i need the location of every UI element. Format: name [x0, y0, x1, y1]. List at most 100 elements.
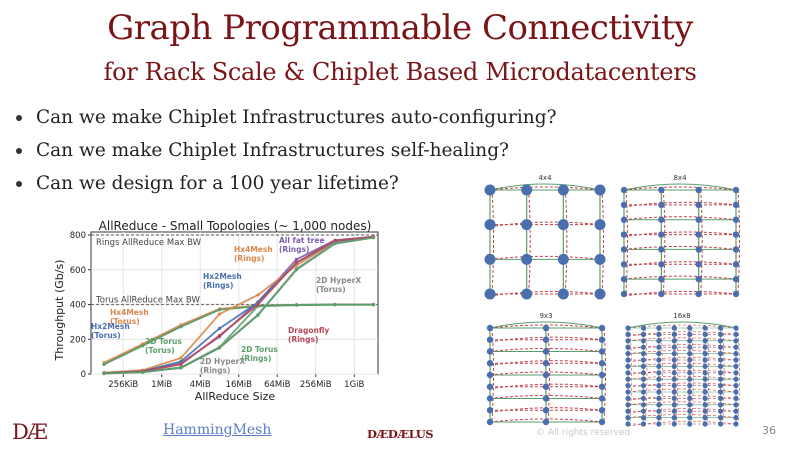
series-annotation: 2D Torus (Rings) — [241, 345, 278, 363]
node-icon — [733, 415, 739, 421]
node-icon — [625, 402, 631, 408]
brand-wordmark: DÆDÆLUS — [367, 427, 434, 441]
node-icon — [656, 357, 662, 363]
node-icon — [656, 376, 662, 382]
node-icon — [695, 231, 702, 238]
slide-subtitle: for Rack Scale & Chiplet Based Microdata… — [103, 58, 697, 86]
node-icon — [557, 288, 569, 300]
node-icon — [521, 288, 533, 300]
node-icon — [733, 344, 739, 350]
topology-panel-4x4: 4x4 — [484, 174, 606, 300]
hammingmesh-link[interactable]: HammingMesh — [163, 422, 272, 438]
node-icon — [594, 219, 606, 231]
node-icon — [732, 231, 740, 238]
node-icon — [625, 389, 631, 395]
node-icon — [542, 348, 550, 355]
node-icon — [557, 219, 569, 231]
node-icon — [687, 408, 693, 414]
node-icon — [542, 418, 550, 426]
node-icon — [658, 216, 665, 223]
node-icon — [671, 376, 677, 382]
node-icon — [625, 325, 631, 331]
node-icon — [542, 395, 550, 402]
node-icon — [733, 395, 739, 401]
series-annotation: Hx4Mesh (Torus) — [110, 308, 149, 326]
node-icon — [598, 371, 606, 379]
x-tick-label: 256MiB — [300, 380, 332, 390]
node-icon — [733, 357, 739, 363]
x-tick-label: 1GiB — [344, 380, 364, 390]
slide-title: Graph Programmable Connectivity — [107, 8, 693, 48]
node-icon — [733, 331, 739, 337]
node-icon — [687, 389, 693, 395]
node-icon — [658, 186, 665, 194]
node-icon — [656, 383, 662, 389]
node-icon — [640, 357, 647, 363]
chart-ylabel: Throughput (Gb/s) — [53, 260, 66, 362]
node-icon — [671, 402, 677, 408]
node-icon — [625, 383, 631, 389]
topology-panels: 4x4 8x4 9x3 16x8 — [484, 174, 740, 427]
node-icon — [687, 415, 693, 421]
node-icon — [521, 253, 533, 265]
series-annotation: Hx4Mesh (Rings) — [234, 245, 273, 263]
node-icon — [521, 184, 533, 196]
node-icon — [542, 324, 550, 332]
topology-panel-16x8: 16x8 — [625, 312, 740, 427]
node-icon — [687, 402, 693, 408]
node-icon — [542, 383, 550, 390]
reference-label: Torus AllReduce Max BW — [95, 296, 200, 306]
node-icon — [687, 370, 693, 376]
node-icon — [640, 389, 647, 395]
node-icon — [656, 421, 662, 427]
node-icon — [702, 370, 708, 376]
node-icon — [702, 344, 708, 350]
node-icon — [625, 415, 631, 421]
node-icon — [717, 395, 724, 401]
node-icon — [702, 402, 708, 408]
bullet-item: Can we make Chiplet Infrastructures auto… — [12, 101, 556, 134]
node-icon — [557, 184, 569, 196]
node-icon — [702, 421, 708, 427]
bullet-icon — [16, 147, 22, 154]
node-icon — [620, 201, 628, 209]
node-icon — [702, 389, 708, 395]
node-icon — [625, 357, 631, 363]
node-icon — [598, 407, 606, 414]
node-icon — [702, 338, 708, 344]
node-icon — [656, 338, 662, 344]
node-icon — [671, 338, 677, 344]
topology-panel-8x4: 8x4 — [620, 174, 740, 298]
node-icon — [717, 344, 724, 350]
node-icon — [486, 418, 494, 426]
node-icon — [542, 336, 550, 343]
node-icon — [671, 395, 677, 401]
node-icon — [484, 253, 496, 265]
node-icon — [484, 288, 496, 300]
node-icon — [594, 253, 606, 265]
node-icon — [658, 290, 665, 298]
node-icon — [702, 395, 708, 401]
series-annotation: 2D HyperX (Torus) — [316, 276, 361, 294]
node-icon — [671, 363, 677, 369]
node-icon — [484, 219, 496, 231]
node-icon — [625, 370, 631, 376]
node-icon — [687, 357, 693, 363]
node-icon — [598, 395, 606, 402]
panel-label: 4x4 — [538, 174, 552, 182]
node-icon — [640, 376, 647, 382]
node-icon — [732, 216, 740, 223]
bullet-list: Can we make Chiplet Infrastructures auto… — [12, 101, 556, 200]
node-icon — [733, 363, 739, 369]
node-icon — [687, 338, 693, 344]
series-annotation: 2D Torus (Torus) — [145, 337, 182, 355]
node-icon — [733, 370, 739, 376]
page-number: 36 — [762, 424, 776, 437]
node-icon — [625, 408, 631, 414]
node-icon — [702, 363, 708, 369]
node-icon — [598, 336, 606, 343]
node-icon — [625, 338, 631, 344]
series-annotation: Dragonfly (Rings) — [288, 326, 329, 344]
node-icon — [486, 360, 494, 367]
node-icon — [656, 389, 662, 395]
